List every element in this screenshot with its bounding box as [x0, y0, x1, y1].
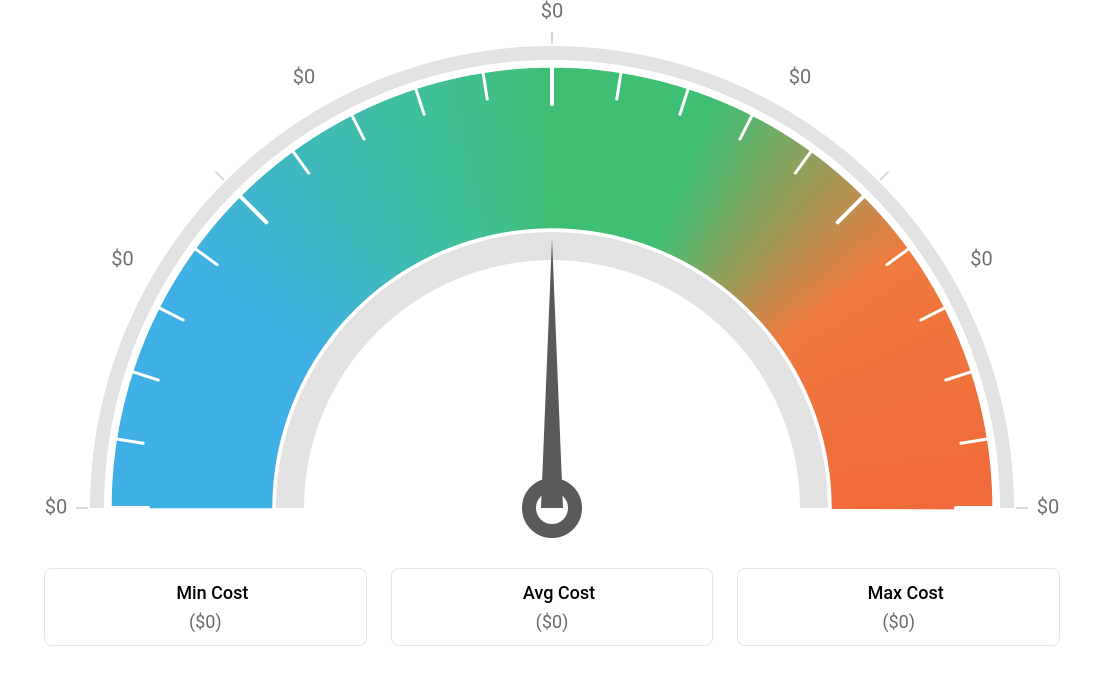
legend-dot-max [854, 588, 862, 596]
legend-text-max: Max Cost [868, 583, 944, 604]
legend-row: Min Cost ($0) Avg Cost ($0) Max Cost ($0… [0, 568, 1104, 646]
legend-item-min: Min Cost ($0) [44, 568, 367, 646]
legend-label-avg: Avg Cost [402, 583, 703, 604]
gauge-scale-label: $0 [789, 65, 811, 89]
gauge-svg: $0 $0 $0 $0 $0 $0 $0 [0, 0, 1104, 560]
legend-dot-min [162, 588, 170, 596]
legend-value-min: ($0) [55, 612, 356, 633]
gauge-scale-label: $0 [111, 246, 133, 270]
gauge-chart: $0 $0 $0 $0 $0 $0 $0 [0, 0, 1104, 560]
legend-label-max: Max Cost [748, 583, 1049, 604]
legend-text-avg: Avg Cost [523, 583, 595, 604]
legend-label-min: Min Cost [55, 583, 356, 604]
gauge-scale-label: $0 [541, 0, 563, 22]
legend-value-max: ($0) [748, 612, 1049, 633]
legend-text-min: Min Cost [176, 583, 248, 604]
legend-item-max: Max Cost ($0) [737, 568, 1060, 646]
legend-dot-avg [509, 588, 517, 596]
gauge-scale-label: $0 [293, 65, 315, 89]
gauge-scale-label: $0 [1037, 494, 1059, 518]
legend-value-avg: ($0) [402, 612, 703, 633]
gauge-scale-label: $0 [45, 494, 67, 518]
gauge-scale-label: $0 [970, 246, 992, 270]
legend-item-avg: Avg Cost ($0) [391, 568, 714, 646]
